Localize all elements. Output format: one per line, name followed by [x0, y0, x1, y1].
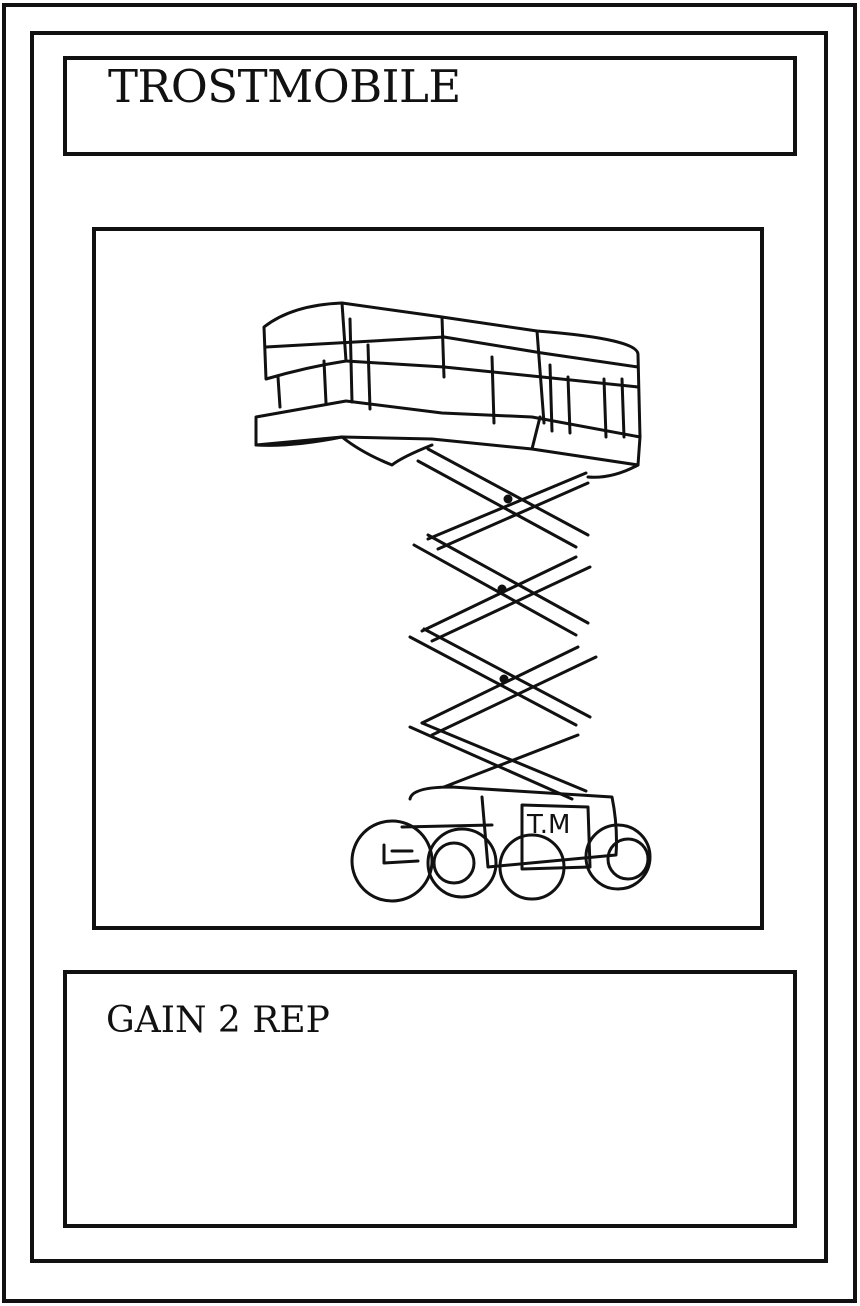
card-text-box	[63, 970, 797, 1228]
card-title: TROSTMOBILE	[108, 60, 461, 113]
card-inner-border	[30, 31, 828, 1263]
card-art-frame	[92, 227, 764, 930]
scissor-lift-icon	[254, 301, 652, 903]
card-outer-border	[2, 3, 857, 1303]
card-effect-text: GAIN 2 REP	[106, 1000, 330, 1041]
card-title-box	[63, 56, 797, 156]
machine-badge: T.M	[527, 810, 571, 840]
